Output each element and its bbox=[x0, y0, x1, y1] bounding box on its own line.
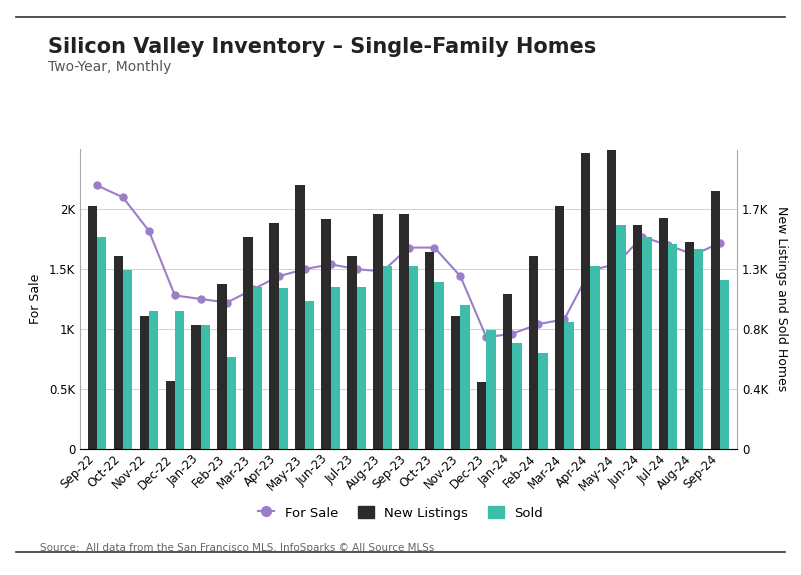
Bar bbox=[191, 325, 201, 448]
For Sale bbox=[222, 299, 231, 306]
Bar bbox=[555, 206, 564, 448]
For Sale bbox=[326, 261, 336, 268]
Y-axis label: New Listings and Sold Homes: New Listings and Sold Homes bbox=[775, 206, 787, 392]
Bar bbox=[425, 251, 434, 448]
Bar bbox=[304, 301, 314, 448]
Bar bbox=[486, 330, 496, 448]
Bar bbox=[503, 294, 513, 448]
For Sale bbox=[663, 242, 673, 248]
Bar bbox=[269, 223, 279, 448]
For Sale bbox=[118, 194, 127, 201]
Bar bbox=[139, 316, 149, 448]
For Sale bbox=[248, 286, 258, 293]
For Sale bbox=[352, 266, 361, 273]
For Sale bbox=[196, 296, 206, 302]
For Sale bbox=[533, 321, 543, 328]
Bar bbox=[166, 381, 175, 448]
Bar bbox=[296, 185, 304, 448]
Bar bbox=[97, 237, 107, 448]
Bar bbox=[642, 237, 651, 448]
Bar bbox=[538, 353, 548, 448]
Bar bbox=[616, 225, 626, 448]
For Sale bbox=[690, 251, 699, 258]
Bar bbox=[114, 256, 123, 448]
Bar bbox=[279, 288, 288, 448]
For Sale bbox=[404, 244, 413, 251]
Bar bbox=[175, 310, 184, 448]
Bar bbox=[331, 287, 340, 448]
Bar bbox=[685, 242, 694, 448]
Bar bbox=[373, 213, 383, 448]
For Sale bbox=[170, 292, 179, 299]
Text: Source:  All data from the San Francisco MLS. InfoSparks © All Source MLSs: Source: All data from the San Francisco … bbox=[40, 543, 434, 553]
For Sale bbox=[559, 316, 569, 323]
Bar bbox=[227, 357, 236, 448]
Bar bbox=[668, 244, 678, 448]
Text: Two-Year, Monthly: Two-Year, Monthly bbox=[48, 60, 171, 74]
Y-axis label: For Sale: For Sale bbox=[29, 274, 42, 324]
Line: For Sale: For Sale bbox=[94, 182, 723, 341]
Bar bbox=[607, 125, 616, 448]
Bar bbox=[383, 266, 392, 448]
For Sale bbox=[611, 261, 621, 268]
Bar bbox=[123, 270, 132, 448]
For Sale bbox=[481, 334, 491, 341]
Bar bbox=[461, 305, 469, 448]
For Sale bbox=[378, 268, 388, 275]
Bar bbox=[477, 382, 486, 448]
Bar bbox=[356, 287, 366, 448]
Bar bbox=[149, 310, 159, 448]
For Sale bbox=[92, 182, 102, 189]
Bar bbox=[720, 279, 730, 448]
For Sale bbox=[586, 267, 595, 274]
For Sale bbox=[144, 227, 154, 234]
Bar bbox=[513, 343, 521, 448]
Bar bbox=[710, 191, 720, 448]
Text: Silicon Valley Inventory – Single-Family Homes: Silicon Valley Inventory – Single-Family… bbox=[48, 37, 596, 58]
Bar bbox=[201, 325, 210, 448]
Bar bbox=[253, 287, 262, 448]
For Sale bbox=[715, 239, 725, 246]
Bar bbox=[633, 225, 642, 448]
Bar bbox=[399, 213, 409, 448]
Bar bbox=[581, 153, 590, 448]
Bar bbox=[87, 206, 97, 448]
Bar bbox=[217, 284, 227, 448]
For Sale bbox=[429, 244, 439, 251]
Bar bbox=[529, 256, 538, 448]
Bar bbox=[694, 249, 703, 448]
Bar bbox=[590, 266, 600, 448]
Bar bbox=[244, 237, 253, 448]
Bar bbox=[564, 322, 574, 449]
For Sale bbox=[508, 330, 517, 337]
Bar bbox=[321, 219, 331, 448]
Bar bbox=[348, 256, 356, 448]
For Sale bbox=[274, 273, 284, 279]
Bar bbox=[434, 282, 444, 448]
For Sale bbox=[638, 233, 647, 240]
Legend: For Sale, New Listings, Sold: For Sale, New Listings, Sold bbox=[258, 506, 543, 520]
Bar bbox=[451, 316, 461, 448]
Bar bbox=[409, 266, 418, 448]
For Sale bbox=[456, 273, 465, 279]
Bar bbox=[658, 218, 668, 448]
For Sale bbox=[300, 266, 309, 273]
